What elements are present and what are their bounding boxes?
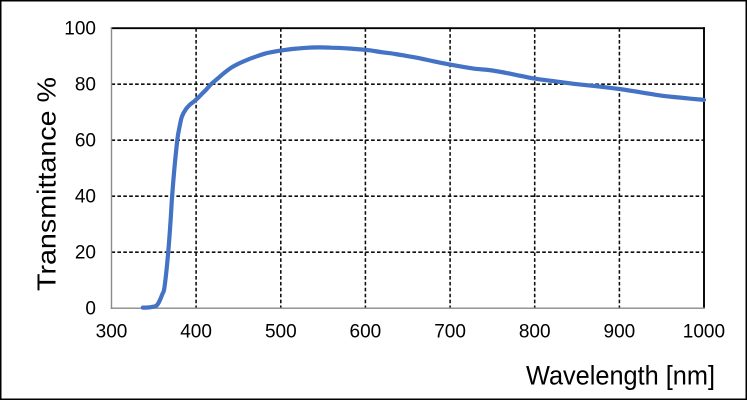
svg-text:1000: 1000 [683,322,725,343]
svg-text:Transmittance %: Transmittance % [32,77,62,291]
svg-text:300: 300 [96,322,128,343]
svg-text:900: 900 [604,322,636,343]
svg-text:600: 600 [350,322,382,343]
svg-text:800: 800 [519,322,551,343]
svg-text:40: 40 [75,187,96,208]
svg-text:500: 500 [265,322,297,343]
svg-text:400: 400 [180,322,212,343]
svg-text:700: 700 [434,322,466,343]
svg-text:20: 20 [75,243,96,264]
svg-text:0: 0 [85,299,96,320]
svg-text:Wavelength [nm]: Wavelength [nm] [526,360,715,390]
svg-text:100: 100 [64,19,96,40]
svg-text:80: 80 [75,75,96,96]
svg-text:60: 60 [75,131,96,152]
